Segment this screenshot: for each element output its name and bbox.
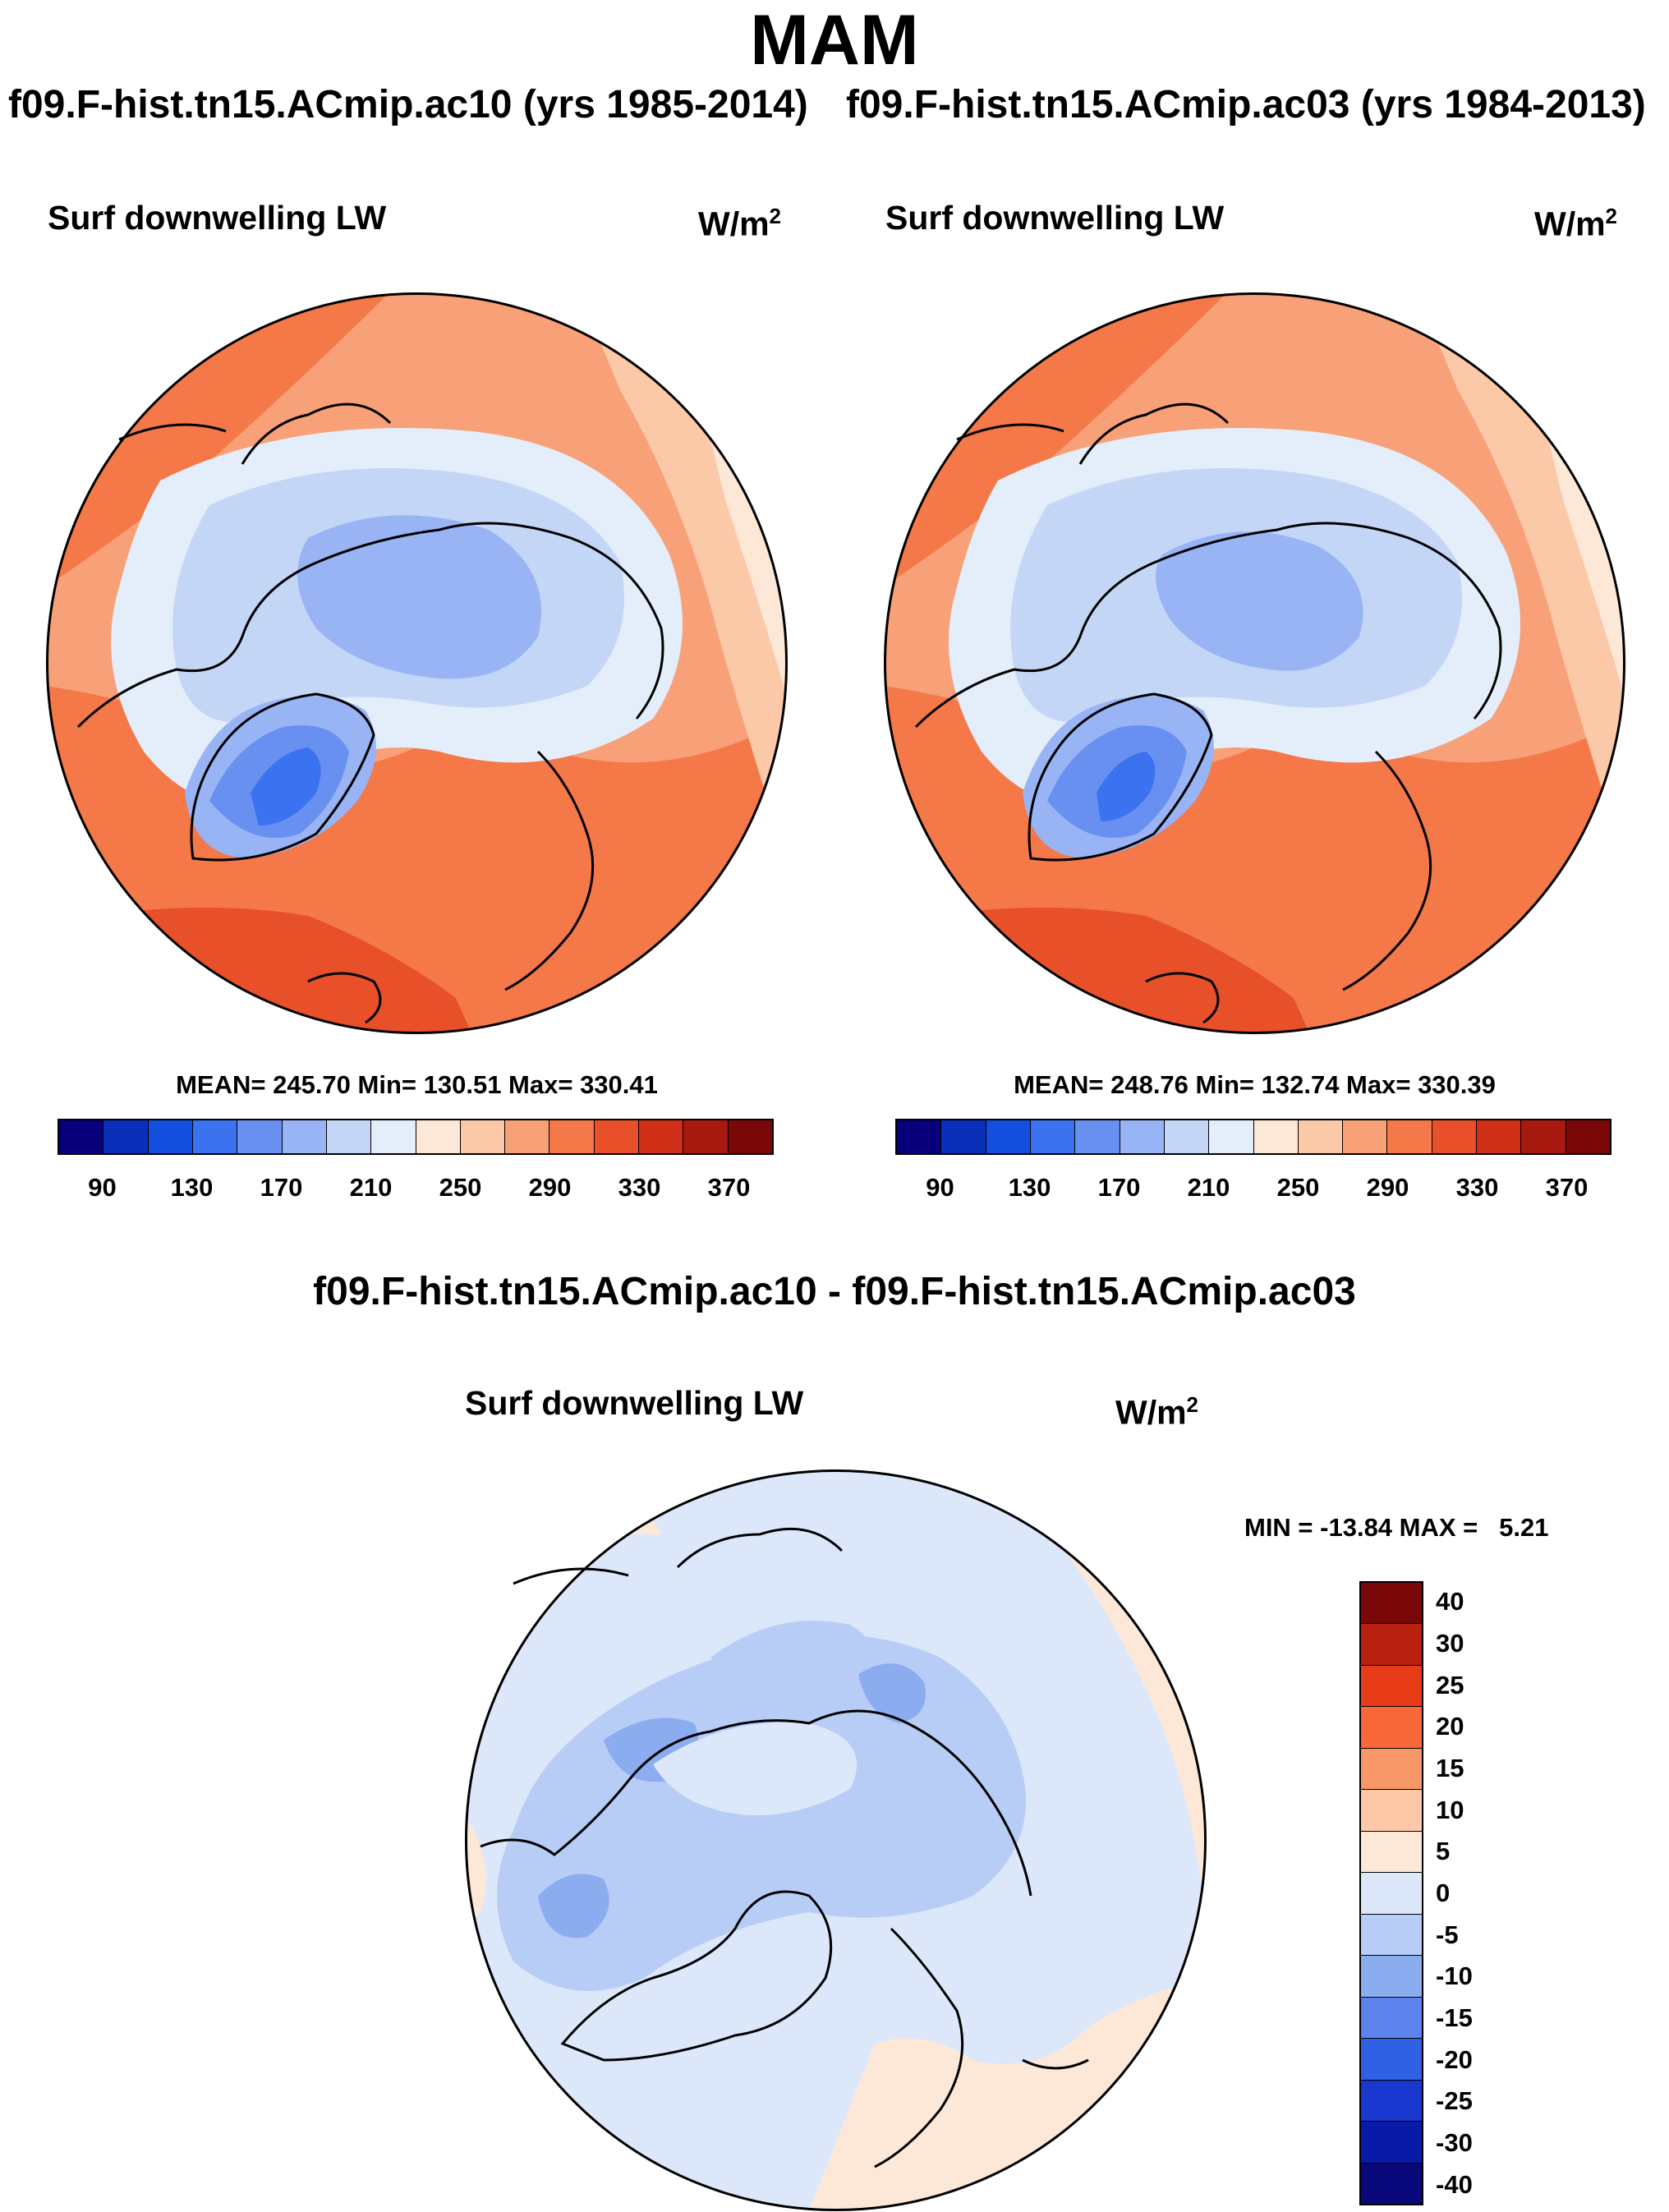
difference-colorbar-cell — [1361, 1956, 1422, 1998]
panel2-colorbar-tick-label: 250 — [1276, 1173, 1320, 1202]
difference-title: f09.F-hist.tn15.ACmip.ac10 - f09.F-hist.… — [313, 1270, 1356, 1313]
panel1-colorbar-cell — [594, 1120, 640, 1153]
difference-colorbar-cell — [1361, 1790, 1422, 1832]
panel1-colorbar-cell — [148, 1120, 193, 1153]
difference-colorbar-tick-label: -5 — [1436, 1920, 1459, 1949]
panel2-colorbar — [895, 1119, 1612, 1155]
panel1-colorbar-cell — [282, 1120, 327, 1153]
panel1-variable: Surf downwelling LW — [48, 199, 387, 237]
panel1-colorbar-tick-label: 130 — [170, 1173, 214, 1202]
difference-colorbar-cell — [1361, 1997, 1422, 2040]
difference-colorbar-tick-label: 30 — [1436, 1629, 1464, 1658]
panel2-colorbar-cell — [1209, 1120, 1254, 1153]
panel1-colorbar-cell — [59, 1120, 104, 1153]
panel1-colorbar-tick-label: 210 — [349, 1173, 393, 1202]
panel1-colorbar-cell — [728, 1120, 772, 1153]
panel2-colorbar-cell — [1432, 1120, 1478, 1153]
panel2-colorbar-cell — [897, 1120, 942, 1153]
panel2-colorbar-cell — [1566, 1120, 1610, 1153]
panel2-colorbar-cell — [1298, 1120, 1344, 1153]
difference-colorbar-tick-label: 25 — [1436, 1670, 1464, 1699]
panel2-units: W/m2 — [1534, 204, 1618, 243]
panel2-polar-map — [884, 292, 1625, 1034]
panel1-colorbar-cell — [683, 1120, 729, 1153]
panel2-colorbar-tick-label: 210 — [1187, 1173, 1230, 1202]
panel1-colorbar-tick-label: 290 — [528, 1173, 572, 1202]
panel1-colorbar-cell — [460, 1120, 506, 1153]
difference-colorbar-cell — [1361, 2080, 1422, 2122]
case-label-left: f09.F-hist.tn15.ACmip.ac10 (yrs 1985-201… — [8, 83, 808, 126]
panel2-colorbar-tick-label: 370 — [1545, 1173, 1589, 1202]
difference-colorbar-tick-label: 15 — [1436, 1754, 1464, 1782]
difference-colorbar-cell — [1361, 1873, 1422, 1915]
panel1-colorbar-labels: 90 130 170 210 250 290 330 370 — [57, 1173, 774, 1206]
difference-colorbar-tick-label: 0 — [1436, 1879, 1451, 1907]
difference-colorbar-tick-label: 10 — [1436, 1795, 1464, 1824]
panel1-colorbar-tick-label: 330 — [618, 1173, 661, 1202]
difference-colorbar-cell — [1361, 2122, 1422, 2164]
panel2-colorbar-cell — [1253, 1120, 1299, 1153]
difference-colorbar-cell — [1361, 2163, 1422, 2205]
panel1-colorbar-cell — [371, 1120, 416, 1153]
panel1-colorbar-tick-label: 250 — [439, 1173, 482, 1202]
panel1-colorbar-cell — [549, 1120, 595, 1153]
panel1-colorbar-cell — [505, 1120, 550, 1153]
difference-colorbar-tick-label: 20 — [1436, 1712, 1464, 1741]
panel1-colorbar-cell — [416, 1120, 461, 1153]
panel1-colorbar-tick-label: 170 — [260, 1173, 303, 1202]
panel1-units: W/m2 — [698, 204, 782, 243]
difference-colorbar-cell — [1361, 1914, 1422, 1957]
difference-colorbar-tick-label: -25 — [1436, 2086, 1473, 2116]
panel2-stats: MEAN= 248.76 Min= 132.74 Max= 330.39 — [1014, 1070, 1496, 1099]
panel1-colorbar-cell — [326, 1120, 372, 1153]
difference-colorbar-cell — [1361, 1707, 1422, 1749]
difference-colorbar-cell — [1361, 1748, 1422, 1791]
difference-colorbar-tick-label: -15 — [1436, 2003, 1473, 2032]
difference-colorbar-cell — [1361, 2039, 1422, 2081]
panel1-colorbar-tick-label: 90 — [88, 1173, 117, 1202]
panel2-variable: Surf downwelling LW — [885, 199, 1225, 237]
panel2-colorbar-cell — [1387, 1120, 1432, 1153]
panel2-colorbar-tick-label: 90 — [926, 1173, 954, 1202]
panel1-stats: MEAN= 245.70 Min= 130.51 Max= 330.41 — [176, 1070, 658, 1099]
case-label-right: f09.F-hist.tn15.ACmip.ac03 (yrs 1984-201… — [846, 83, 1646, 126]
panel2-colorbar-cell — [1521, 1120, 1566, 1153]
difference-units: W/m2 — [1115, 1392, 1199, 1432]
difference-colorbar-tick-label: -20 — [1436, 2044, 1473, 2074]
panel1-colorbar-cell — [639, 1120, 684, 1153]
difference-colorbar-tick-label: -10 — [1436, 1961, 1473, 1991]
panel1-colorbar-cell — [192, 1120, 238, 1153]
panel2-colorbar-labels: 90 130 170 210 250 290 330 370 — [895, 1173, 1612, 1206]
difference-colorbar — [1359, 1581, 1423, 2205]
panel2-colorbar-cell — [1030, 1120, 1076, 1153]
difference-colorbar-cell — [1361, 1624, 1422, 1666]
panel2-colorbar-cell — [1343, 1120, 1388, 1153]
panel2-colorbar-cell — [1120, 1120, 1165, 1153]
panel1-colorbar — [57, 1119, 774, 1155]
difference-stats: MIN = -13.84 MAX = 5.21 — [1244, 1513, 1549, 1542]
panel2-colorbar-cell — [1477, 1120, 1522, 1153]
difference-variable: Surf downwelling LW — [465, 1384, 804, 1422]
panel1-polar-map — [46, 292, 788, 1034]
difference-colorbar-cell — [1361, 1583, 1422, 1625]
panel2-colorbar-tick-label: 330 — [1455, 1173, 1499, 1202]
panel2-colorbar-tick-label: 130 — [1008, 1173, 1051, 1202]
difference-polar-map — [465, 1469, 1207, 2211]
difference-colorbar-cell — [1361, 1831, 1422, 1874]
panel1-colorbar-cell — [103, 1120, 149, 1153]
panel2-colorbar-cell — [941, 1120, 986, 1153]
panel2-colorbar-cell — [1075, 1120, 1120, 1153]
figure-title: MAM — [750, 1, 919, 80]
difference-colorbar-tick-label: 5 — [1436, 1837, 1451, 1866]
difference-colorbar-tick-label: -30 — [1436, 2128, 1473, 2157]
panel1-colorbar-cell — [237, 1120, 283, 1153]
panel2-colorbar-cell — [986, 1120, 1031, 1153]
difference-colorbar-tick-label: 40 — [1436, 1587, 1464, 1616]
difference-colorbar-cell — [1361, 1665, 1422, 1708]
panel2-colorbar-tick-label: 170 — [1097, 1173, 1141, 1202]
panel2-colorbar-cell — [1164, 1120, 1210, 1153]
panel2-colorbar-tick-label: 290 — [1366, 1173, 1409, 1202]
panel1-colorbar-tick-label: 370 — [707, 1173, 751, 1202]
difference-colorbar-tick-label: -40 — [1436, 2169, 1473, 2199]
